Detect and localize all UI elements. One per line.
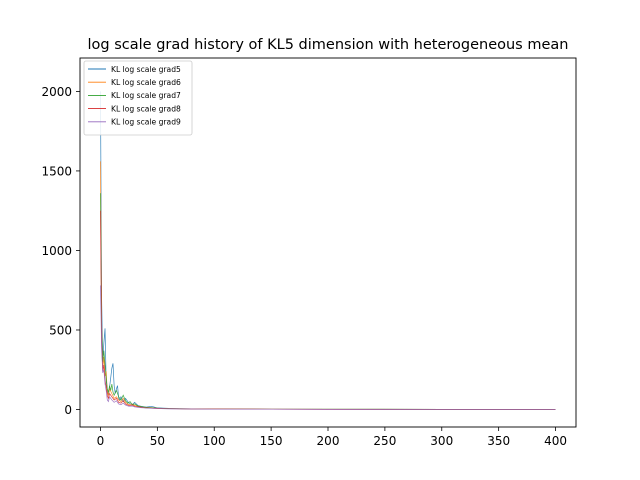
- x-tick-label: 350: [487, 434, 510, 448]
- x-tick-label: 250: [373, 434, 396, 448]
- x-tick-label: 0: [97, 434, 105, 448]
- y-axis-ticks: 0 500 1000 1500 2000: [41, 85, 80, 417]
- x-tick-label: 200: [317, 434, 340, 448]
- x-tick-label: 300: [430, 434, 453, 448]
- legend-label-9: KL log scale grad9: [111, 118, 181, 127]
- y-tick-label: 0: [64, 403, 72, 417]
- legend-label-6: KL log scale grad6: [111, 78, 181, 87]
- series-layer: [100, 91, 556, 410]
- y-tick-label: 2000: [41, 85, 72, 99]
- x-tick-label: 400: [544, 434, 567, 448]
- x-tick-label: 100: [203, 434, 226, 448]
- legend-label-7: KL log scale grad7: [111, 91, 181, 100]
- legend-box: [83, 60, 193, 136]
- x-axis-ticks: 0 50 100 150 200 250 300 350 400: [97, 427, 567, 448]
- x-tick-label: 50: [150, 434, 165, 448]
- series-line-9: [100, 285, 556, 410]
- legend-label-5: KL log scale grad5: [111, 65, 181, 74]
- legend: KL log scale grad5 KL log scale grad6 KL l…: [83, 60, 193, 136]
- legend-label-8: KL log scale grad8: [111, 104, 181, 113]
- y-tick-label: 500: [49, 323, 72, 337]
- y-tick-label: 1500: [41, 164, 72, 178]
- x-tick-label: 150: [260, 434, 283, 448]
- y-tick-label: 1000: [41, 244, 72, 258]
- chart-title: log scale grad history of KL5 dimension …: [88, 37, 569, 53]
